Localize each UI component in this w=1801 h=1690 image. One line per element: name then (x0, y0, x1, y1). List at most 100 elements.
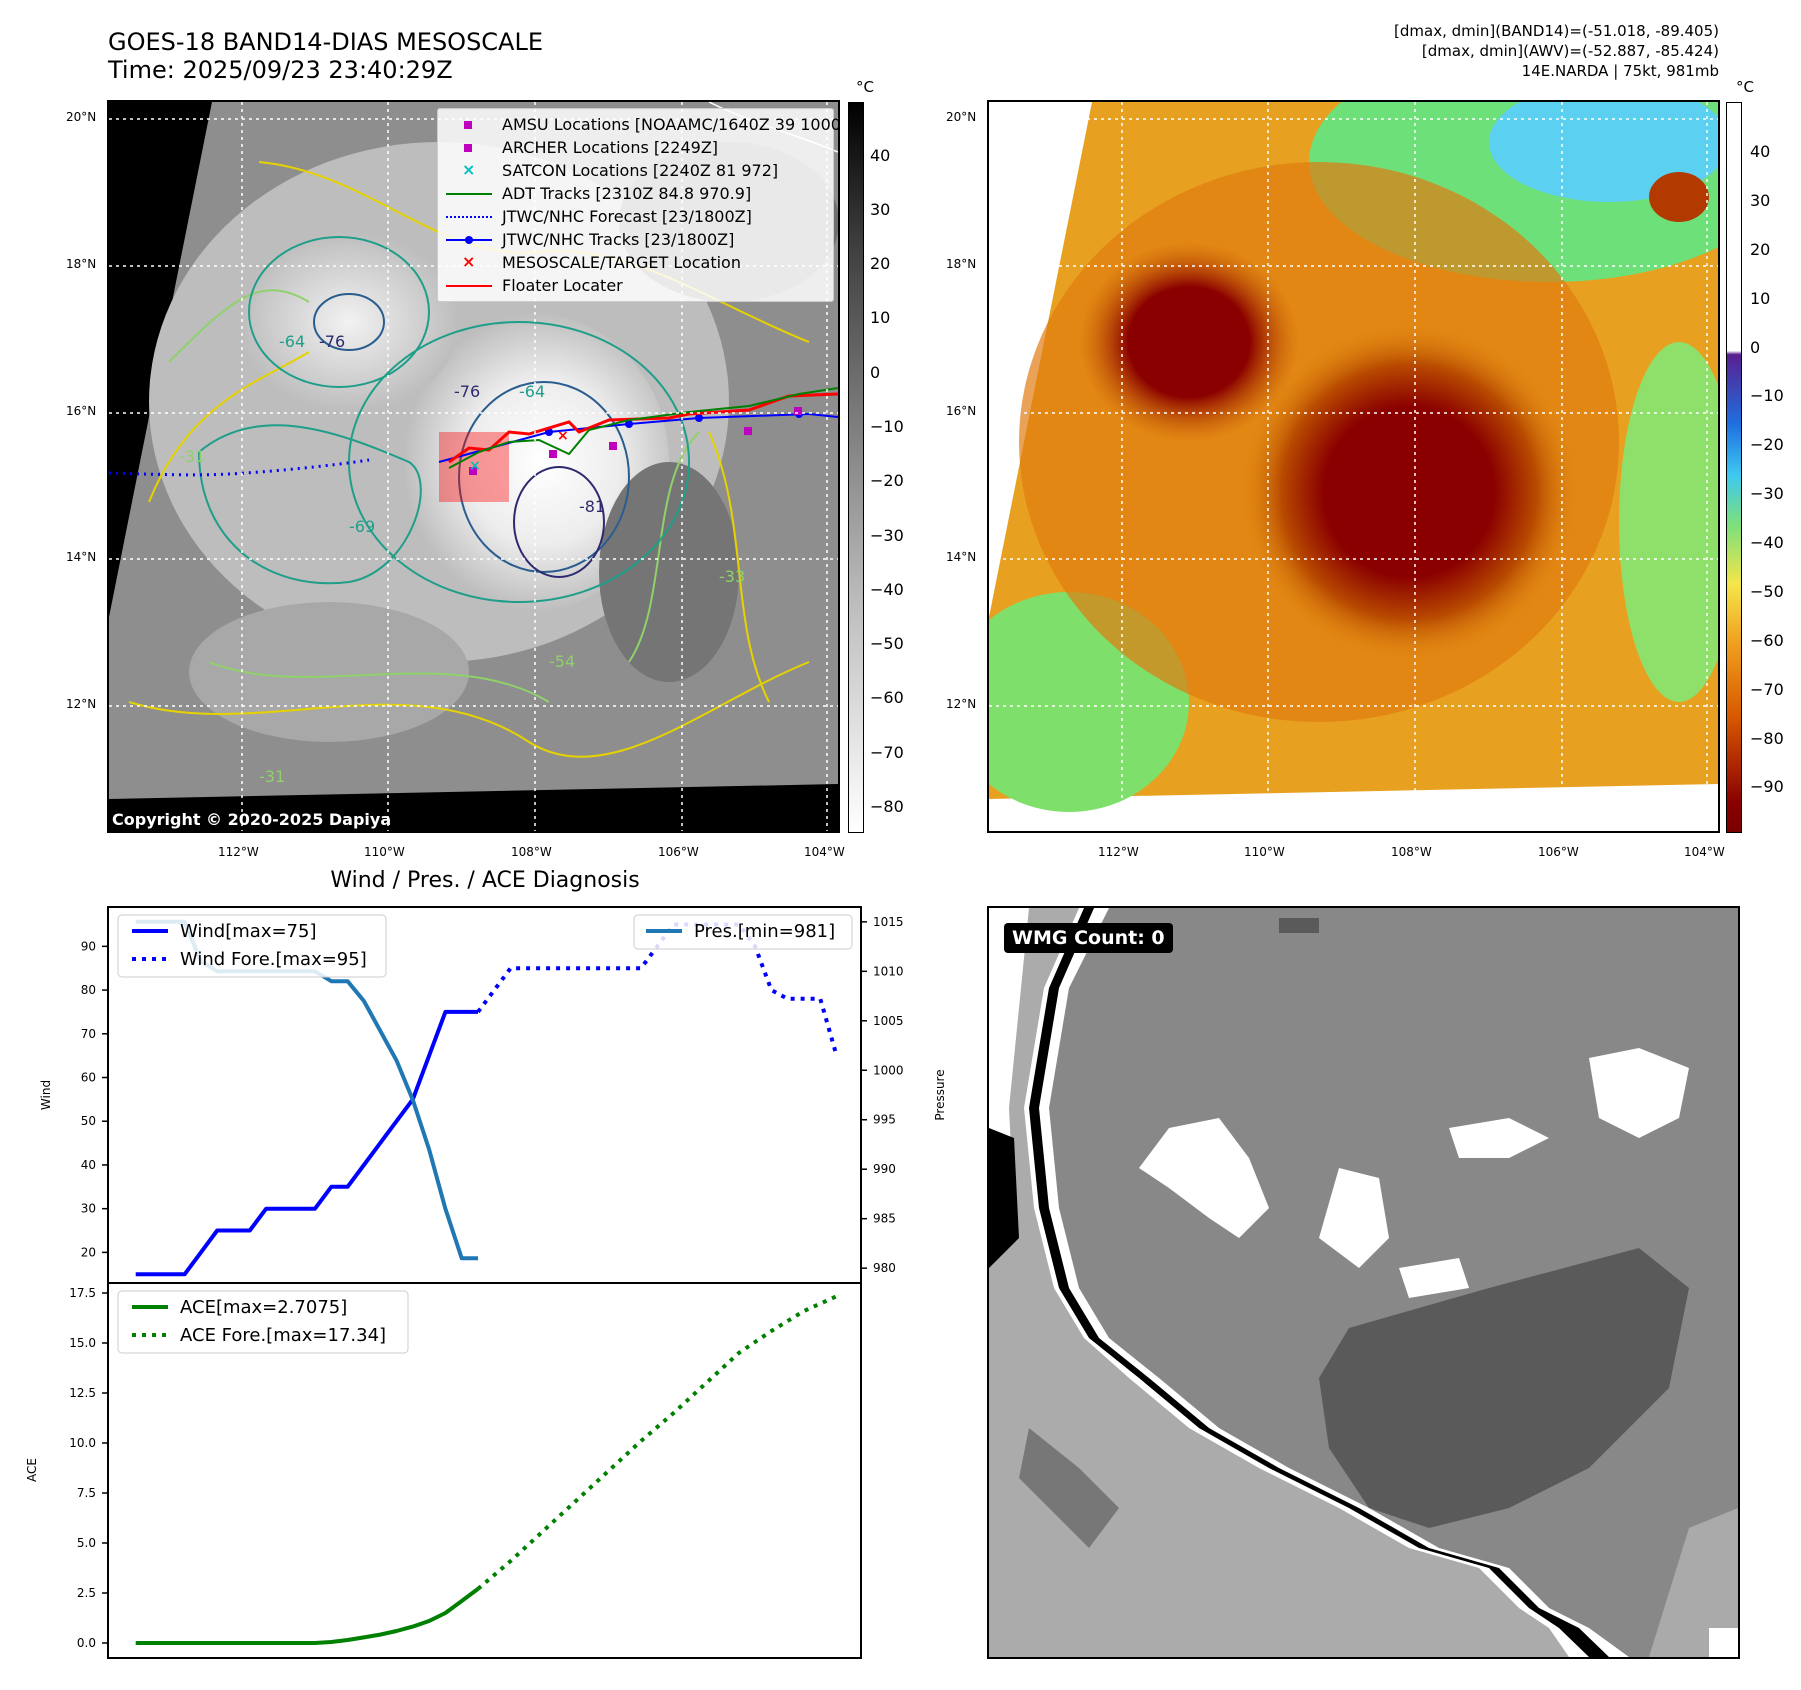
lon-label: 106°W (658, 845, 699, 859)
pressure-y-tick-label: 985 (873, 1212, 896, 1226)
floater-track (448, 392, 838, 464)
lon-label: 112°W (1098, 845, 1139, 859)
colorbar-unit-left: °C (856, 78, 874, 96)
colorbar-tick: 20 (870, 254, 891, 273)
pressure-y-tick-label: 1015 (873, 915, 904, 929)
wind-series-line (135, 1009, 478, 1277)
colorbar-tick: −10 (870, 417, 904, 436)
colorbar-tick: −20 (870, 471, 904, 490)
awv-map-panel (987, 100, 1720, 833)
pressure-y-tick-label: 1000 (873, 1063, 904, 1077)
contour-label: -76 (319, 332, 345, 351)
ace-y-tick-label: 10.0 (69, 1436, 96, 1450)
legend-item-amsu: AMSU Locations [NOAAMC/1640Z 39 1000] (446, 113, 838, 136)
lat-label: 16°N (66, 404, 97, 418)
legend-item-target: × MESOSCALE/TARGET Location (462, 251, 741, 273)
wind-axis-label: Wind (39, 1080, 53, 1110)
map-legend: AMSU Locations [NOAAMC/1640Z 39 1000] AR… (437, 108, 838, 302)
info-line3: 14E.NARDA | 75kt, 981mb (1521, 62, 1719, 80)
contour-label: -31 (259, 767, 285, 786)
legend-item-floater: Floater Locater (446, 274, 825, 297)
forecast-track (109, 458, 370, 477)
lat-label: 20°N (946, 110, 977, 124)
legend-label-wind: Wind[max=75] (180, 921, 317, 942)
pressure-y-tick-label: 990 (873, 1162, 896, 1176)
contour-label: -81 (579, 497, 605, 516)
copyright-text: Copyright © 2020-2025 Dapiya (112, 810, 392, 829)
colorbar-tick: 30 (1750, 191, 1771, 210)
pressure-y-tick-label: 1005 (873, 1014, 904, 1028)
wmg-count-label: WMG Count: 0 (1004, 923, 1173, 953)
adt-track (448, 387, 838, 469)
ace-legend: ACE[max=2.7075] ACE Fore.[max=17.34] (117, 1290, 409, 1354)
colorbar-tick: −80 (1750, 729, 1784, 748)
lon-label: 104°W (1684, 845, 1725, 859)
svg-text:×: × (557, 428, 569, 444)
lon-label: 106°W (1538, 845, 1579, 859)
wind-y-tick-label: 30 (81, 1202, 96, 1216)
lat-label: 18°N (66, 257, 97, 271)
awv-map-image (989, 102, 1718, 831)
wind-y-tick-label: 20 (81, 1245, 96, 1259)
pressure-y-tick-label: 980 (873, 1261, 896, 1275)
wind-y-tick-label: 90 (81, 939, 96, 953)
colorbar-tick: −90 (1750, 777, 1784, 796)
legend-item-archer: ARCHER Locations [2249Z] (446, 136, 825, 159)
colorbar-tick: −70 (1750, 680, 1784, 699)
legend-item-jtwc-tracks: JTWC/NHC Tracks [23/1800Z] (446, 228, 825, 251)
colorbar-tick: 40 (870, 146, 891, 165)
ace-y-tick-label: 5.0 (77, 1536, 96, 1550)
colorbar-tick: 20 (1750, 240, 1771, 259)
wind-y-tick-label: 60 (81, 1071, 96, 1085)
lon-label: 108°W (511, 845, 552, 859)
colorbar-tick: −40 (1750, 533, 1784, 552)
colorbar-tick: −50 (1750, 582, 1784, 601)
lon-label: 110°W (364, 845, 405, 859)
ace-series-line (135, 1587, 480, 1645)
ace-y-tick-label: 0.0 (77, 1636, 96, 1650)
wind-y-tick-label: 70 (81, 1027, 96, 1041)
lat-label: 16°N (946, 404, 977, 418)
ace-y-tick-label: 12.5 (69, 1386, 96, 1400)
colorbar-tick: 0 (870, 363, 881, 382)
ace-plot-frame (107, 1282, 862, 1659)
colorbar-tick: −70 (870, 743, 904, 762)
info-line2: [dmax, dmin](AWV)=(-52.887, -85.424) (1421, 42, 1719, 60)
legend-item-adt: ADT Tracks [2310Z 84.8 970.9] (446, 182, 825, 205)
wind-y-tick-label: 50 (81, 1114, 96, 1128)
lat-label: 14°N (66, 550, 97, 564)
colorbar-tick: 10 (870, 308, 891, 327)
legend-label-wind-fore: Wind Fore.[max=95] (180, 949, 367, 970)
figure-title-line1: GOES-18 BAND14-DIAS MESOSCALE (108, 28, 544, 56)
colorbar-tick: −60 (870, 688, 904, 707)
colorbar-tick: −30 (1750, 484, 1784, 503)
chart-title: Wind / Pres. / ACE Diagnosis (330, 868, 639, 893)
lat-label: 12°N (66, 697, 97, 711)
colorbar-tick: −50 (870, 634, 904, 653)
info-line1: [dmax, dmin](BAND14)=(-51.018, -89.405) (1394, 22, 1719, 40)
wmg-panel (987, 906, 1740, 1659)
colorbar-tick: 30 (870, 200, 891, 219)
colorbar-tick: −10 (1750, 386, 1784, 405)
ace-y-tick-label: 2.5 (77, 1586, 96, 1600)
wind-pres-ace-chart: Wind / Pres. / ACE Diagnosis Wind Pressu… (25, 868, 947, 1659)
contour-label: -33 (719, 567, 745, 586)
ace-y-tick-label: 17.5 (69, 1286, 96, 1300)
colorbar-tick: 10 (1750, 289, 1771, 308)
colorbar-tick: −30 (870, 526, 904, 545)
observed-track (438, 412, 838, 463)
legend-item-satcon: × SATCON Locations [2240Z 81 972] (462, 159, 779, 181)
contour-label: -31 (179, 447, 205, 466)
awv-map-gridlines (989, 102, 1718, 831)
ace-forecast-series-line (476, 1294, 838, 1591)
colorbar-tick: −60 (1750, 631, 1784, 650)
ace-y-tick-label: 15.0 (69, 1336, 96, 1350)
colorbar-tick: 40 (1750, 142, 1771, 161)
colorbar-tick: 0 (1750, 338, 1761, 357)
colorbar-unit-right: °C (1736, 78, 1754, 96)
lon-label: 110°W (1244, 845, 1285, 859)
colorbar-left (848, 102, 864, 833)
wmg-image (989, 908, 1738, 1657)
lat-label: 18°N (946, 257, 977, 271)
wind-y-tick-label: 80 (81, 983, 96, 997)
